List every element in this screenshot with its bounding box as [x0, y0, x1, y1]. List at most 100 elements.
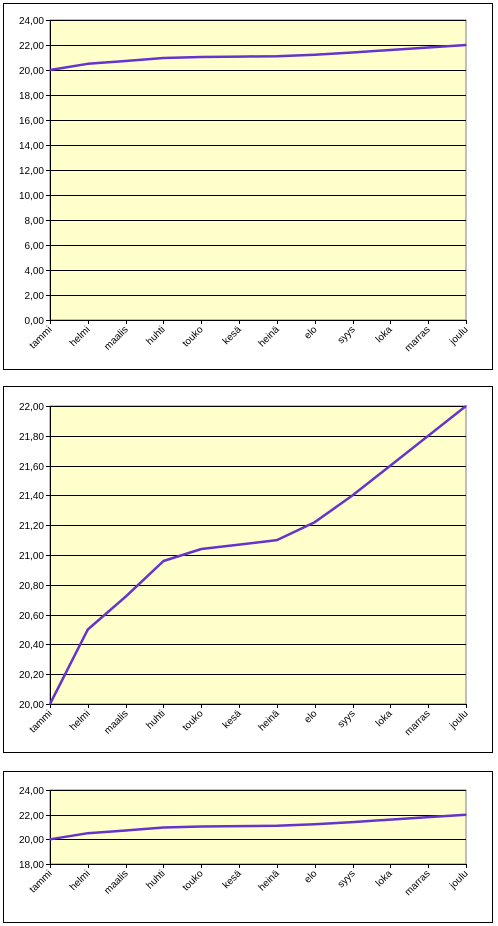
x-tick-label: heinä: [257, 324, 282, 349]
x-tick-label: loka: [374, 324, 395, 345]
chart-full-scale: 0,00 2,00 4,00 6,00 8,00 10,00 12,00 14,00 16,00…: [19, 16, 471, 354]
data-point: [124, 60, 127, 62]
x-tick-label: elo: [302, 324, 320, 342]
x-tick-label: tammi: [28, 708, 55, 735]
y-tick-label: 21,00: [19, 551, 44, 562]
y-tick-label: 12,00: [19, 166, 44, 177]
x-tick-label: syys: [336, 708, 358, 730]
series-line: [48, 405, 467, 705]
x-tick-label: heinä: [257, 708, 282, 733]
data-point: [465, 813, 467, 816]
data-point: [465, 44, 467, 46]
y-tick-label: 18,00: [19, 91, 44, 102]
data-point: [49, 69, 51, 71]
x-tick-label: helmi: [68, 324, 93, 349]
data-point: [427, 435, 430, 437]
x-tick-label: kesä: [221, 868, 244, 891]
x-tick-label: heinä: [257, 868, 282, 893]
x-tick-label: huhti: [145, 324, 168, 347]
data-point: [49, 703, 51, 705]
data-point: [87, 63, 89, 65]
data-point: [162, 826, 165, 829]
x-tick-label: maalis: [102, 868, 130, 896]
y-tick-label: 18,00: [19, 860, 44, 871]
y-tick-label: 6,00: [25, 241, 45, 252]
data-point: [162, 57, 165, 59]
y-tick-label: 22,00: [19, 41, 44, 52]
x-tick-label: loka: [374, 868, 395, 889]
data-point: [162, 560, 165, 562]
y-tick-label: 20,00: [19, 700, 44, 711]
data-point: [351, 494, 354, 497]
data-point: [276, 539, 278, 541]
data-point: [427, 816, 430, 818]
y-tick-label: 22,00: [19, 402, 44, 413]
x-tick-label: kesä: [221, 708, 244, 731]
y-tick-label: 8,00: [25, 216, 45, 227]
y-tick-label: 24,00: [19, 16, 44, 27]
y-tick-label: 21,20: [19, 521, 44, 532]
x-tick-label: kesä: [221, 324, 244, 347]
chart-zoomed: 20,00 20,20 20,40 20,60 20,80 21,00 21,20 21,40…: [19, 402, 471, 738]
data-point: [124, 595, 127, 598]
x-tick-label: syys: [336, 868, 358, 890]
data-point: [200, 56, 203, 58]
x-tick-label: touko: [181, 868, 206, 893]
chart-panel-compact: 18,00 20,00 22,00 24,00 tammi helmi maalis huht…: [3, 771, 493, 923]
x-tick-label: huhti: [145, 708, 168, 731]
series-line: [49, 813, 467, 841]
y-tick-label: 20,00: [19, 66, 44, 77]
data-point: [389, 464, 392, 467]
y-tick-label: 0,00: [25, 316, 45, 327]
x-tick-label: maalis: [102, 324, 130, 352]
x-tick-label: maalis: [102, 708, 130, 736]
y-tick-label: 20,00: [19, 835, 44, 846]
data-point: [200, 548, 203, 550]
x-tick-label: elo: [302, 708, 320, 726]
data-point: [238, 543, 240, 546]
x-tick-label: tammi: [28, 324, 55, 351]
x-tick-label: syys: [336, 324, 358, 346]
chart-panel-full-scale: 0,00 2,00 4,00 6,00 8,00 10,00 12,00 14,00 16,00…: [3, 3, 493, 370]
x-tick-label: touko: [181, 708, 206, 733]
x-tick-label: huhti: [145, 868, 168, 891]
chart-compact: 18,00 20,00 22,00 24,00 tammi helmi maalis huht…: [19, 786, 471, 898]
data-point: [351, 51, 354, 54]
x-tick-label: joulu: [447, 708, 470, 731]
x-tick-label: joulu: [447, 324, 470, 347]
data-point: [465, 405, 467, 407]
x-tick-label: loka: [374, 708, 395, 729]
y-tick-label: 20,60: [19, 611, 44, 622]
y-tick-label: 22,00: [19, 811, 44, 822]
y-tick-label: 21,60: [19, 462, 44, 473]
data-point: [238, 825, 240, 827]
y-tick-label: 4,00: [25, 266, 45, 277]
data-point: [87, 628, 89, 631]
y-tick-label: 21,40: [19, 491, 44, 502]
y-tick-label: 24,00: [19, 786, 44, 797]
data-point: [427, 46, 430, 49]
y-tick-label: 16,00: [19, 116, 44, 127]
data-point: [313, 521, 316, 523]
data-point: [351, 821, 354, 823]
chart-panel-zoomed: 20,00 20,20 20,40 20,60 20,80 21,00 21,20 21,40…: [3, 386, 493, 753]
y-tick-label: 20,20: [19, 670, 44, 681]
data-point: [389, 818, 392, 821]
data-point: [276, 55, 278, 57]
x-tick-label: elo: [302, 868, 320, 886]
x-tick-label: tammi: [28, 868, 55, 895]
data-point: [276, 825, 278, 827]
data-point: [87, 832, 89, 834]
data-point: [49, 838, 51, 841]
data-point: [124, 829, 127, 832]
x-tick-label: touko: [181, 324, 206, 349]
y-tick-label: 2,00: [25, 291, 45, 302]
data-point: [313, 54, 316, 56]
data-point: [238, 55, 240, 58]
x-tick-label: helmi: [68, 868, 93, 893]
x-tick-label: marras: [403, 708, 433, 738]
x-tick-label: marras: [403, 868, 433, 898]
data-point: [200, 825, 203, 828]
data-point: [389, 49, 392, 51]
x-tick-label: helmi: [68, 708, 93, 733]
